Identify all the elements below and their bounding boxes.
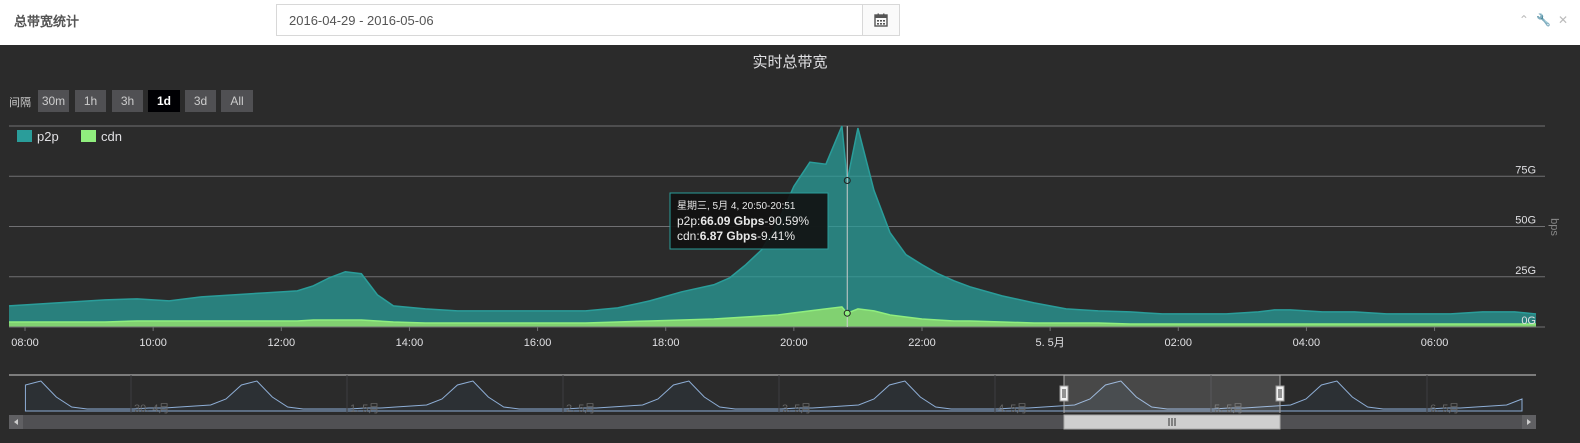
navigator[interactable]: 30. 4月 1. 5月 2. 5月 3. 5月 4. 5月 5. 5月 6. 5月 (9, 374, 1536, 415)
navigator-scrollbar[interactable] (9, 414, 1536, 430)
x-tick-label: 16:00 (524, 337, 552, 349)
chevron-up-icon[interactable]: ⌃ (1518, 13, 1529, 27)
range-button-bg (221, 90, 253, 112)
y-axis: 0G 25G 50G 75G (1515, 164, 1536, 327)
panel-title: 总带宽统计 (14, 14, 80, 29)
x-tick-label: 08:00 (11, 337, 39, 349)
range-button-label: 3h (121, 94, 134, 108)
x-tick-label: 12:00 (268, 337, 296, 349)
tooltip-cdn-series: cdn (677, 229, 696, 243)
x-axis: 08:00 10:00 12:00 14:00 16:00 18:00 20:00 22:00… (9, 326, 1536, 349)
x-tick-label: 04:00 (1293, 337, 1321, 349)
tooltip-row-p2p: p2p:66.09 Gbps-90.59% (677, 214, 809, 228)
legend-label: p2p (37, 129, 59, 144)
navigator-label: 5. 5月 (1214, 403, 1243, 415)
series-line-p2p (8, 125, 1537, 315)
legend-item-p2p[interactable]: p2p (17, 129, 59, 144)
legend-swatch (81, 130, 96, 142)
y-tick-label: 50G (1515, 215, 1536, 227)
x-tick-label: 18:00 (652, 337, 680, 349)
navigator-handle-left[interactable] (1059, 385, 1069, 402)
scrollbar-thumb[interactable] (1063, 414, 1281, 430)
navigator-label: 4. 5月 (998, 403, 1027, 415)
range-button-30m[interactable]: 30m (38, 90, 69, 112)
range-button-bg (38, 90, 69, 112)
navigator-label: 2. 5月 (566, 403, 595, 415)
tooltip-p2p-value: 66.09 Gbps (700, 214, 764, 228)
chart-legend: p2p cdn (17, 129, 122, 144)
close-icon[interactable]: ✕ (1557, 13, 1568, 27)
chevron-right-icon (1527, 419, 1531, 425)
x-tick-label: 06:00 (1421, 337, 1449, 349)
calendar-icon (874, 13, 888, 27)
x-tick-label: 20:00 (780, 337, 808, 349)
tooltip-cdn-value: 6.87 Gbps (700, 229, 758, 243)
legend-swatch (17, 130, 32, 142)
tooltip-p2p-series: p2p (677, 214, 697, 228)
range-button-3d[interactable]: 3d (185, 90, 216, 112)
navigator-label: 30. 4月 (134, 403, 169, 415)
x-tick-label: 02:00 (1165, 337, 1193, 349)
range-button-1d[interactable]: 1d (148, 90, 180, 112)
range-selector-buttons: 30m 1h 3h 1d 3d All (38, 90, 253, 112)
range-button-label: 1h (84, 94, 97, 108)
tooltip-cdn-percent: -9.41% (757, 229, 795, 243)
range-button-label: All (230, 94, 243, 108)
range-button-label: 3d (194, 94, 207, 108)
x-tick-label: 5. 5月 (1035, 337, 1064, 349)
range-button-all[interactable]: All (221, 90, 253, 112)
range-button-bg (75, 90, 106, 112)
range-button-3h[interactable]: 3h (112, 90, 143, 112)
date-range-picker[interactable] (276, 4, 900, 36)
range-button-label: 30m (42, 94, 65, 108)
x-tick-label: 10:00 (139, 337, 167, 349)
navigator-label: 6. 5月 (1430, 403, 1459, 415)
tooltip-box (669, 192, 829, 250)
crosshair (843, 126, 851, 327)
y-tick-label: 0G (1521, 315, 1536, 327)
handle-body (1059, 385, 1069, 402)
range-button-label: 1d (157, 94, 171, 108)
navigator-series (24, 380, 1523, 412)
x-tick-label: 22:00 (908, 337, 936, 349)
range-button-bg (185, 90, 216, 112)
range-button-bg (112, 90, 143, 112)
chart-tooltip: 星期三, 5月 4, 20:50-20:51 p2p:66.09 Gbps-90… (669, 192, 829, 250)
wrench-icon[interactable]: 🔧 (1535, 13, 1551, 27)
range-button-1h[interactable]: 1h (75, 90, 106, 112)
y-axis-label: bps (1548, 218, 1560, 236)
x-tick-label: 14:00 (396, 337, 424, 349)
scrollbar-right-button[interactable] (1522, 415, 1536, 429)
hover-marker-cdn (843, 309, 851, 317)
legend-label: cdn (101, 129, 122, 144)
series-line-cdn (9, 306, 1536, 325)
chevron-left-icon (14, 419, 18, 425)
navigator-selection (1064, 375, 1280, 413)
navigator-label: 3. 5月 (782, 403, 811, 415)
panel-header: 总带宽统计 ⌃ 🔧 ✕ (0, 0, 1580, 46)
y-tick-label: 75G (1515, 164, 1536, 176)
tooltip-row-cdn: cdn:6.87 Gbps-9.41% (677, 229, 795, 243)
chart-title: 实时总带宽 (752, 54, 827, 71)
scrollbar-left-button[interactable] (9, 415, 23, 429)
series-area-p2p (9, 126, 1536, 324)
calendar-button[interactable] (862, 5, 899, 35)
date-range-input[interactable] (277, 5, 863, 35)
chart-series (8, 125, 1537, 327)
hover-marker-p2p (843, 177, 851, 185)
scrollbar-track (9, 415, 1536, 429)
handle-body (1275, 385, 1285, 402)
range-button-bg (148, 90, 180, 112)
tooltip-p2p-percent: -90.59% (764, 214, 809, 228)
navigator-label: 1. 5月 (350, 403, 379, 415)
legend-item-cdn[interactable]: cdn (81, 129, 122, 144)
panel-tools: ⌃ 🔧 ✕ (1519, 13, 1568, 27)
tooltip-header: 星期三, 5月 4, 20:50-20:51 (677, 200, 796, 212)
navigator-handle-right[interactable] (1275, 385, 1285, 402)
range-selector-label: 间隔 (9, 96, 31, 109)
y-tick-label: 25G (1515, 265, 1536, 277)
